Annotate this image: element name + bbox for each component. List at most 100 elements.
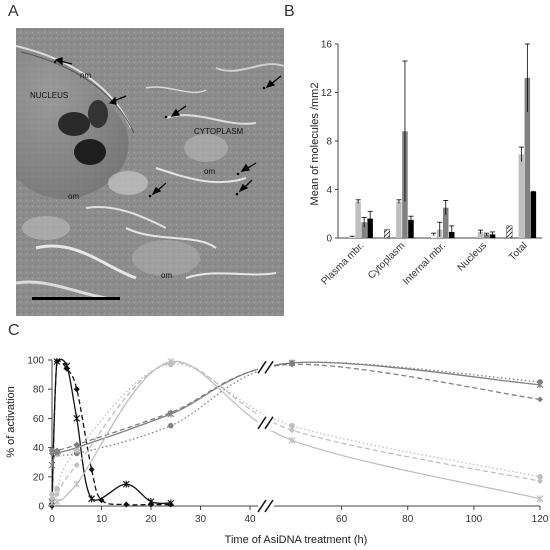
data-point: [73, 414, 81, 422]
bar: [361, 222, 367, 238]
data-point: [537, 478, 543, 485]
b-y-tick-label: 16: [321, 40, 333, 51]
data-point: [289, 427, 295, 434]
axis-break-mark: [264, 499, 274, 513]
label-cytoplasm: CYTOPLASM: [194, 127, 244, 136]
axis-break-gap: [258, 414, 274, 431]
data-point: [289, 422, 295, 429]
series-line: [51, 363, 541, 495]
axis-break-mark: [264, 416, 274, 430]
data-point: [148, 501, 154, 508]
bar-chart-molecules: Mean of molecules /mm2 0 4 8 12 16 Plasma mb…: [309, 40, 542, 287]
data-point: [537, 474, 543, 480]
c-x-tick-label: 100: [466, 514, 483, 525]
series-line: [51, 363, 541, 454]
data-point: [49, 491, 55, 498]
data-point: [53, 498, 61, 506]
data-point: [167, 409, 174, 416]
b-category-label: Nucleus: [456, 240, 489, 273]
line-chart-activation: % of activation Time of AsiDNA treatment…: [5, 356, 549, 547]
b-category-label: Total: [507, 240, 530, 263]
scale-bar: [32, 297, 120, 300]
bar: [355, 201, 361, 238]
c-y-tick-label: 20: [33, 472, 45, 483]
data-point: [168, 361, 174, 368]
axis-break-gap: [258, 359, 274, 376]
electron-micrograph: NUCLEUS CYTOPLASM nm om om om: [16, 28, 284, 316]
data-point: [49, 495, 55, 502]
c-x-tick-label: 60: [336, 514, 348, 525]
bar: [506, 225, 513, 239]
c-y-tick-label: 80: [33, 385, 45, 396]
data-point: [537, 379, 543, 385]
axis-break-mark: [257, 499, 267, 513]
data-point: [288, 436, 296, 444]
bar: [477, 231, 484, 238]
bar: [518, 154, 525, 238]
c-y-tick-label: 100: [27, 356, 44, 367]
data-point: [167, 501, 174, 508]
panel-letter-c: C: [8, 322, 20, 339]
data-point: [63, 365, 70, 372]
bar: [367, 218, 373, 238]
data-point: [123, 501, 130, 508]
axis-break-gap: [258, 498, 274, 514]
series-line: [51, 361, 541, 466]
series-line: [51, 360, 541, 505]
c-x-tick-label: 30: [195, 514, 207, 525]
data-point: [88, 466, 95, 473]
data-point: [536, 495, 544, 503]
label-om-2: om: [68, 192, 79, 201]
label-om-1: om: [204, 167, 215, 176]
axis-break-mark: [257, 360, 267, 374]
data-point: [54, 485, 60, 492]
data-point: [48, 461, 56, 469]
c-x-tick-label: 120: [532, 514, 549, 525]
data-point: [54, 449, 60, 455]
b-y-tick-label: 0: [326, 234, 332, 245]
b-y-tick-label: 4: [326, 185, 332, 196]
data-point: [73, 462, 80, 469]
data-point: [53, 358, 60, 365]
data-point: [168, 422, 174, 429]
panel-letter-b: B: [284, 3, 295, 20]
axis-break-mark: [257, 416, 267, 430]
label-nucleus: NUCLEUS: [30, 91, 68, 100]
c-x-tick-label: 10: [96, 514, 108, 525]
data-point: [122, 480, 130, 488]
c-x-tick-label: 80: [402, 514, 414, 525]
data-point: [289, 360, 295, 366]
bar: [396, 201, 402, 238]
bar: [530, 191, 537, 238]
b-category-label: Plasma mbr.: [319, 240, 366, 287]
data-point: [73, 441, 80, 448]
c-y-tick-label: 60: [33, 414, 45, 425]
c-xlabel: Time of AsiDNA treatment (h): [225, 534, 368, 546]
data-point: [73, 447, 80, 454]
b-y-tick-label: 8: [326, 137, 332, 148]
label-om-3: om: [161, 271, 172, 280]
bar: [383, 229, 390, 239]
data-point: [53, 491, 60, 498]
panel-letter-a: A: [8, 3, 19, 20]
b-category-label: Cytoplasm: [366, 240, 407, 281]
label-nm: nm: [80, 71, 91, 80]
b-category-label: Internal mbr.: [401, 240, 448, 287]
bar: [443, 207, 449, 238]
bar: [483, 234, 490, 238]
data-point: [98, 497, 105, 504]
c-y-tick-label: 0: [38, 502, 44, 513]
c-x-tick-label: 0: [49, 514, 55, 525]
data-point: [49, 447, 55, 454]
bar: [431, 234, 437, 238]
c-x-tick-label: 20: [145, 514, 157, 525]
series-line: [51, 358, 171, 505]
axis-break-mark: [264, 360, 274, 374]
bar: [524, 77, 531, 238]
data-point: [88, 495, 95, 503]
c-y-tick-label: 40: [33, 443, 45, 454]
b-ylabel: Mean of molecules /mm2: [309, 83, 321, 206]
data-point: [73, 386, 80, 393]
b-y-tick-label: 12: [321, 88, 333, 99]
data-point: [537, 396, 543, 403]
